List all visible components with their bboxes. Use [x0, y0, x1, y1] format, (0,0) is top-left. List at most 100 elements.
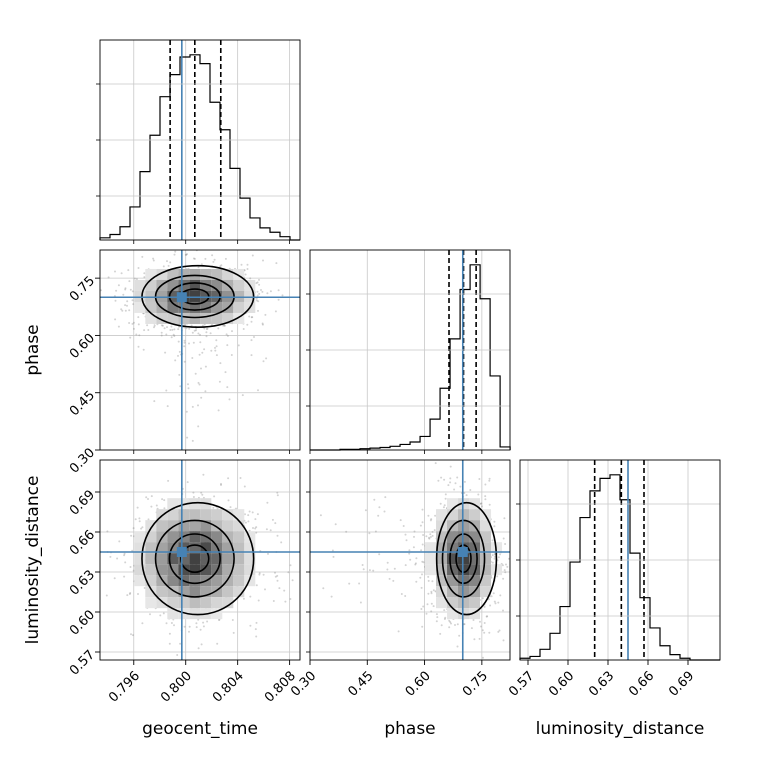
density-cell [233, 312, 245, 324]
sample-point [124, 304, 127, 307]
sample-point [163, 327, 166, 330]
hist-panel-phase [306, 249, 511, 451]
density-cell [222, 509, 234, 521]
sample-point [499, 553, 501, 556]
sample-point [456, 623, 459, 626]
sample-point [244, 521, 247, 524]
sample-point [404, 533, 407, 536]
density-cell [167, 498, 179, 510]
x-axis-label-geocent_time: geocent_time [142, 719, 258, 739]
density-cell [178, 553, 190, 565]
density-cell [167, 301, 179, 313]
x-tick-label-geocent_time: 0.796 [106, 669, 143, 706]
density-cell [200, 301, 212, 313]
sample-point [199, 333, 201, 336]
sample-point [165, 389, 168, 392]
density-cell [189, 301, 201, 313]
density-cell [145, 553, 157, 565]
sample-point [192, 257, 195, 260]
density-cell [469, 553, 481, 565]
sample-point [134, 518, 137, 521]
sample-point [186, 436, 189, 439]
sample-point [485, 615, 488, 618]
sample-point [372, 569, 375, 572]
sample-point [231, 619, 234, 621]
sample-point [153, 324, 156, 327]
sample-point [242, 328, 245, 330]
density-cell [211, 553, 223, 565]
density-cell [178, 586, 190, 598]
density-cell [233, 509, 245, 521]
sample-point [453, 488, 456, 491]
sample-point [437, 479, 440, 482]
sample-point [426, 603, 429, 606]
sample-point [131, 299, 134, 302]
sample-point [443, 504, 446, 507]
sample-point [503, 517, 506, 520]
sample-point [195, 626, 198, 629]
density-cell [480, 564, 492, 576]
sample-point [200, 367, 202, 370]
density-cell [167, 531, 179, 543]
density-cell [425, 564, 437, 576]
sample-point [508, 557, 510, 560]
sample-point [200, 263, 203, 266]
panel-frame [99, 249, 301, 451]
sample-point [166, 326, 168, 329]
sample-point [242, 597, 245, 600]
density-cell [178, 279, 190, 291]
sample-point [172, 333, 175, 336]
sample-point [237, 344, 240, 347]
sample-point [243, 485, 246, 488]
sample-point [213, 243, 215, 245]
density-cell [211, 301, 223, 313]
sample-point [123, 552, 126, 555]
sample-point [443, 618, 446, 620]
sample-point [115, 289, 118, 292]
density-cell [211, 608, 223, 620]
sample-point [113, 577, 116, 580]
sample-point [173, 253, 176, 256]
sample-point [425, 535, 428, 538]
sample-point [492, 592, 495, 595]
sample-point [100, 289, 102, 292]
sample-point [498, 629, 501, 632]
density-cell [178, 564, 190, 576]
sample-point [179, 642, 182, 645]
density-cell [200, 509, 212, 521]
sample-point [187, 387, 190, 390]
sample-point [177, 328, 180, 331]
density-cell [211, 520, 223, 532]
sample-point [258, 283, 261, 286]
x-axis-label-phase: phase [384, 719, 435, 739]
sample-point [469, 489, 472, 491]
sample-point [421, 625, 424, 628]
sample-point [506, 565, 509, 568]
sample-point [187, 383, 189, 386]
density-cell [447, 564, 459, 576]
sample-point [249, 624, 252, 627]
sample-point [377, 514, 380, 517]
density-cell [178, 509, 190, 521]
sample-point [185, 410, 188, 413]
density-cell [200, 279, 212, 291]
sample-point [230, 354, 233, 356]
histogram-step-line [519, 474, 720, 661]
sample-point [449, 465, 452, 468]
sample-point [266, 292, 269, 295]
sample-point [269, 529, 272, 532]
sample-point [166, 260, 168, 263]
sample-point [198, 353, 201, 356]
sample-point [261, 323, 264, 326]
sample-point [456, 476, 459, 479]
sample-point [364, 509, 367, 512]
sample-point [266, 501, 269, 504]
sample-point [432, 589, 435, 592]
sample-point [195, 329, 197, 332]
density-cell [222, 586, 234, 598]
sample-point [491, 539, 494, 542]
sample-point [246, 263, 249, 266]
density-cell [222, 520, 234, 532]
panel-frame [309, 459, 511, 661]
density-cell [134, 301, 146, 313]
